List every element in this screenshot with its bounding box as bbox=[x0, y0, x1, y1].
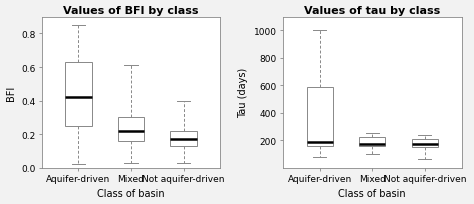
PathPatch shape bbox=[65, 63, 91, 126]
PathPatch shape bbox=[412, 139, 438, 147]
Y-axis label: Tau (days): Tau (days) bbox=[238, 68, 248, 118]
X-axis label: Class of basin: Class of basin bbox=[338, 188, 406, 198]
Y-axis label: BFI: BFI bbox=[6, 85, 16, 100]
Title: Values of tau by class: Values of tau by class bbox=[304, 6, 440, 16]
PathPatch shape bbox=[170, 131, 197, 146]
PathPatch shape bbox=[359, 138, 385, 146]
Title: Values of BFI by class: Values of BFI by class bbox=[63, 6, 199, 16]
PathPatch shape bbox=[118, 118, 144, 141]
X-axis label: Class of basin: Class of basin bbox=[97, 188, 165, 198]
PathPatch shape bbox=[307, 87, 333, 146]
